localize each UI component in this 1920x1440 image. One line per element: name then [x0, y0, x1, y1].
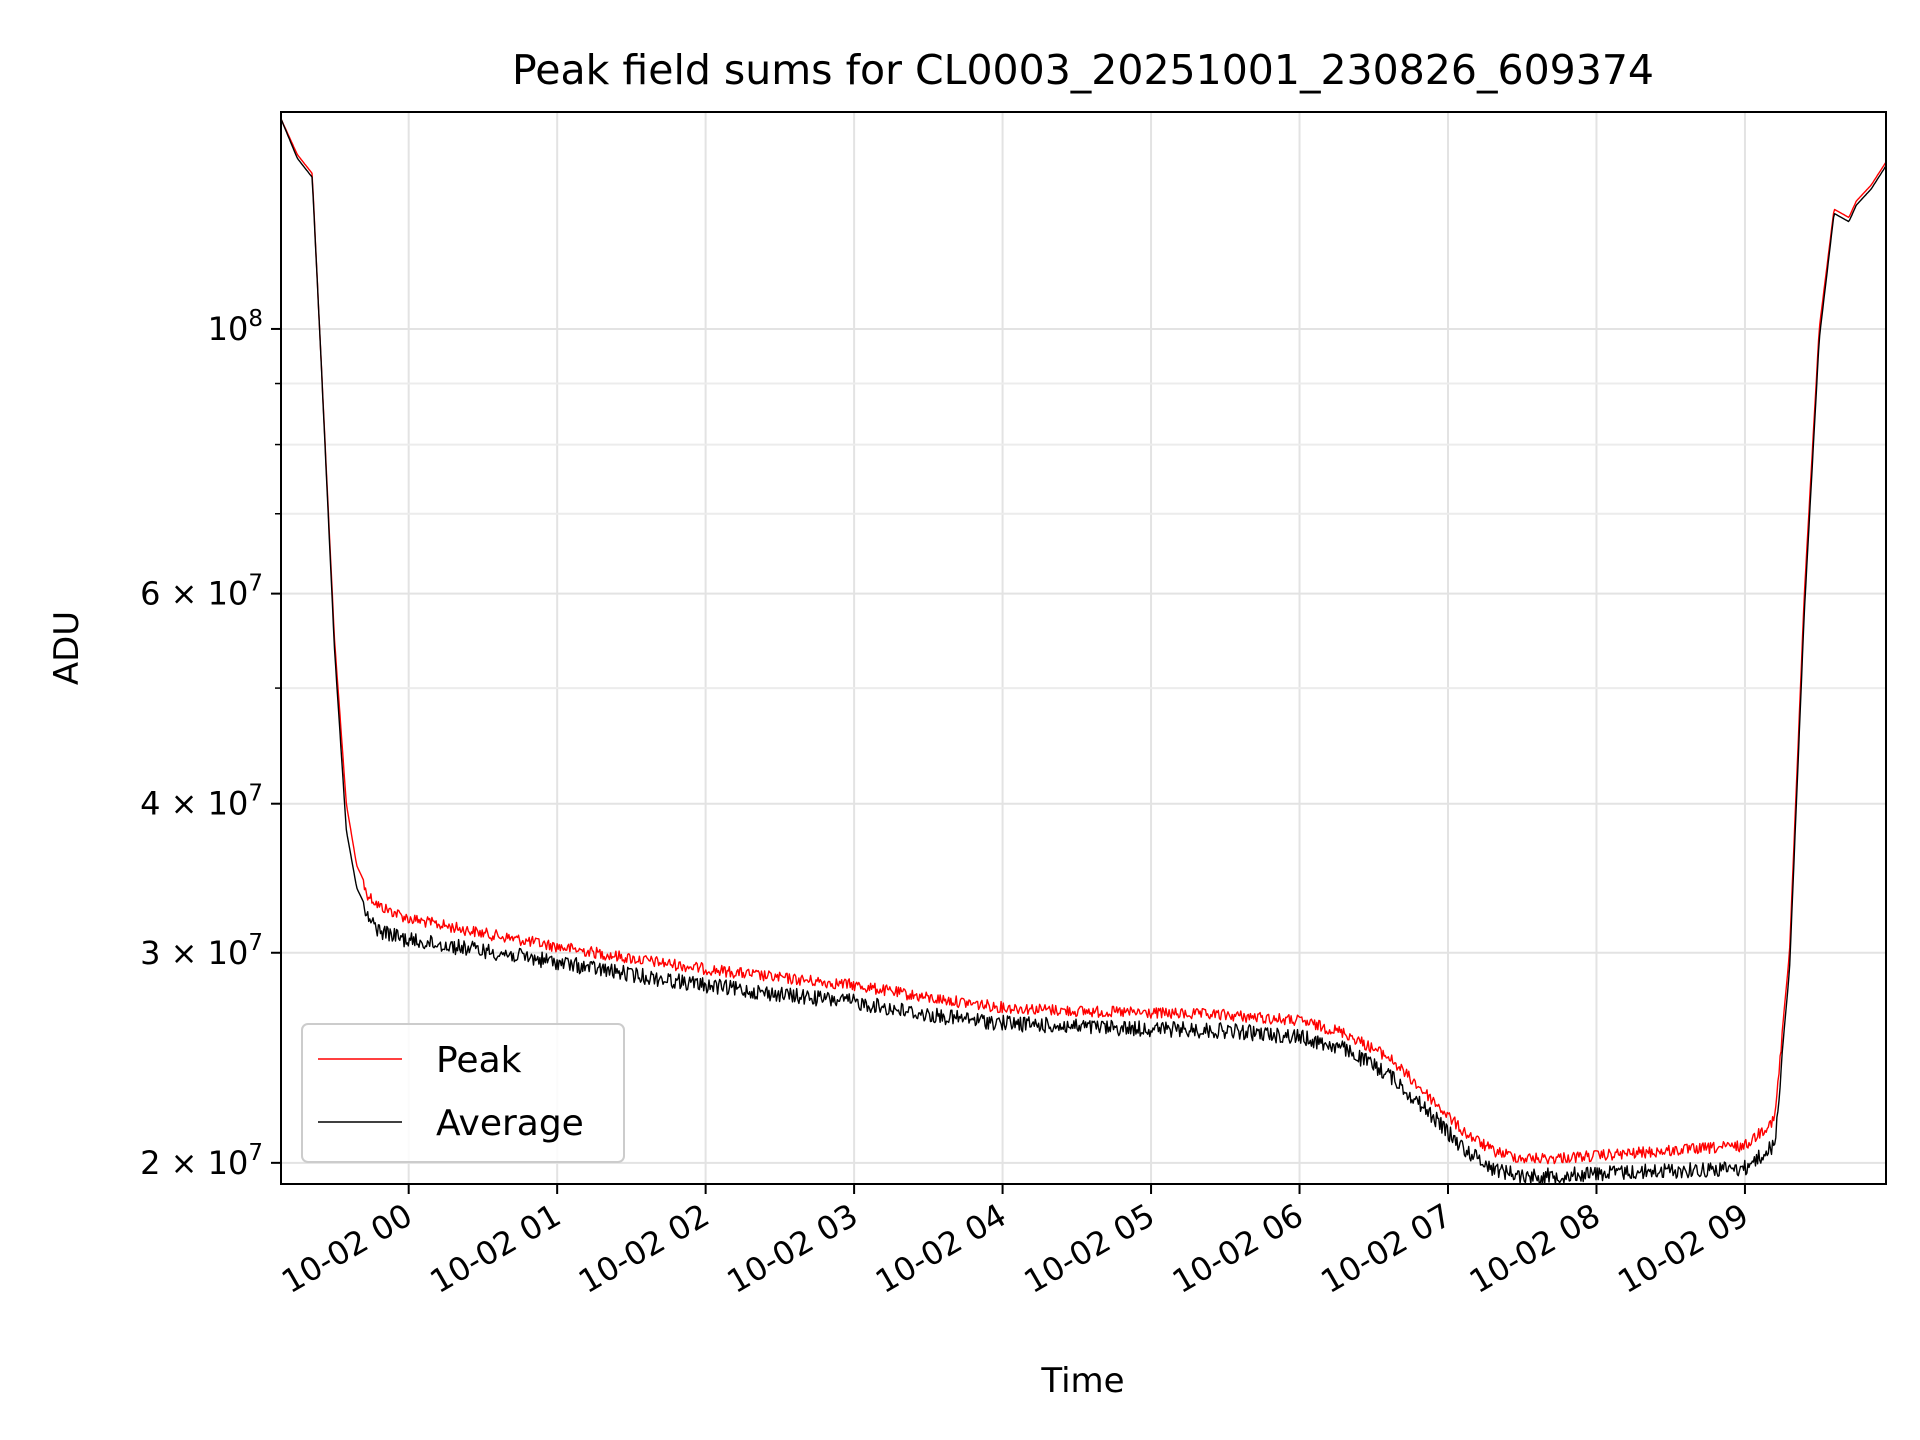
y-tick-label: 3 × 107 — [140, 930, 263, 972]
legend-label-peak: Peak — [436, 1040, 522, 1081]
y-tick-label: 4 × 107 — [140, 781, 263, 823]
x-axis-label: Time — [1040, 1361, 1124, 1401]
legend: Peak Average — [301, 1023, 625, 1163]
plot-frame — [280, 111, 1887, 1185]
y-tick-label: 6 × 107 — [140, 571, 263, 613]
legend-label-average: Average — [436, 1103, 584, 1144]
y-axis: 108 6 × 107 4 × 107 3 × 107 2 × 107 — [140, 306, 281, 1182]
series-line-average — [281, 118, 1886, 1184]
grid — [281, 112, 1886, 1184]
chart-title: Peak field sums for CL0003_20251001_2308… — [512, 46, 1654, 94]
y-axis-label: ADU — [47, 611, 87, 685]
y-tick-label: 108 — [208, 306, 263, 348]
series-line-peak — [281, 118, 1886, 1165]
y-tick-label: 2 × 107 — [140, 1140, 263, 1182]
series-layer — [281, 118, 1886, 1184]
